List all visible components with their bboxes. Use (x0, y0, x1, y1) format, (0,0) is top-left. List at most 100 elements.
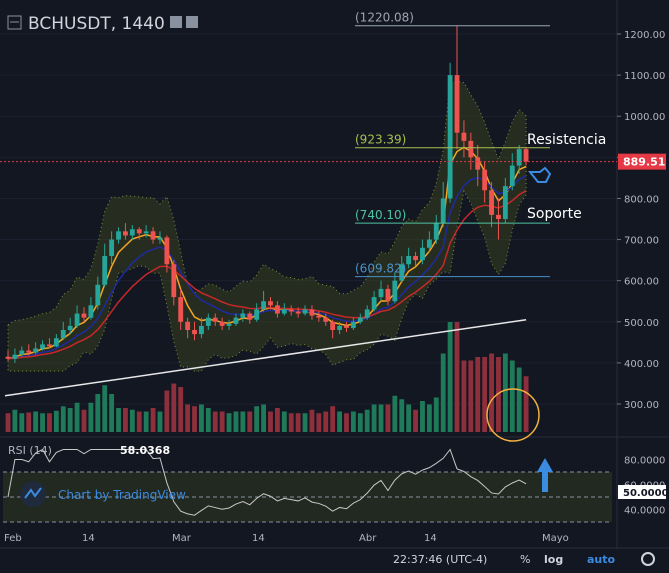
candle-body (337, 325, 342, 330)
time-tick-label[interactable]: Abr (359, 533, 377, 544)
pointer-hand-icon (527, 166, 552, 183)
volume-bar (116, 408, 121, 432)
volume-bar (95, 394, 101, 432)
ema-fast-line (7, 146, 527, 360)
volume-bar (309, 409, 315, 432)
candle-body (150, 231, 156, 240)
percent-toggle[interactable]: % (520, 553, 530, 566)
candle-body (102, 256, 108, 285)
time-tick-label[interactable]: Feb (4, 533, 22, 544)
candle-body (426, 239, 432, 248)
candle-body (350, 321, 356, 328)
log-toggle[interactable]: log (544, 553, 563, 566)
price-tick-label: 700.00 (624, 236, 659, 247)
price-tick-label: 800.00 (624, 194, 659, 205)
volume-bar (199, 404, 204, 432)
volume-bar (502, 353, 508, 432)
candle-body (219, 321, 225, 326)
candle-body (33, 348, 39, 353)
time-axis[interactable]: Feb 14 Mar 14 Abr 14 Mayo (4, 533, 569, 544)
candle-body (157, 237, 163, 240)
volume-bar (254, 406, 260, 432)
volume-bar (378, 404, 384, 432)
rsi-value: 58.0368 (120, 444, 170, 457)
visibility-icon[interactable] (170, 16, 182, 28)
time-tick-label[interactable]: 14 (82, 533, 95, 544)
candle-body (123, 231, 128, 236)
fib-label: (609.82) (355, 262, 406, 276)
candle-body (88, 305, 94, 318)
volume-bar (268, 411, 273, 432)
candle-body (185, 321, 191, 330)
candle-body (136, 229, 142, 234)
candle-body (330, 321, 336, 330)
volume-bar (475, 357, 481, 432)
volume-bar (26, 412, 32, 432)
volume-bar (219, 411, 225, 432)
fib-label: (1220.08) (355, 11, 414, 25)
candle-body (357, 317, 363, 322)
volume-bar (60, 406, 66, 432)
candle-body (60, 330, 66, 339)
volume-bar (274, 408, 280, 432)
price-tick-label: 500.00 (624, 318, 659, 329)
candle-body (420, 247, 425, 261)
candle-body (440, 198, 446, 224)
volume-bar (399, 399, 405, 432)
volume-bar (344, 413, 349, 432)
candle-body (516, 149, 522, 166)
resistance-label: Resistencia (527, 132, 606, 148)
candle-body (378, 288, 384, 298)
time-tick-label[interactable]: Mar (172, 533, 192, 544)
volume-bar (143, 411, 149, 432)
candle-body (475, 157, 481, 170)
candle-body (461, 132, 467, 141)
candle-body (178, 297, 184, 322)
volume-bar (420, 401, 425, 432)
candle-body (261, 301, 267, 310)
up-arrow-icon (537, 458, 553, 492)
volume-bar (205, 408, 211, 432)
volume-bar (53, 410, 59, 432)
settings-gear-icon[interactable] (641, 552, 655, 566)
ema-mid-line (7, 175, 527, 360)
volume-bar (102, 385, 108, 432)
volume-bar (489, 353, 494, 432)
volume-bar (81, 409, 87, 432)
volume-bar (12, 409, 18, 432)
candle-body (26, 350, 32, 353)
time-tick-label[interactable]: 14 (424, 533, 437, 544)
candle-body (74, 313, 80, 326)
watermark-text[interactable]: Chart by TradingView (58, 488, 186, 502)
price-tick-label: 600.00 (624, 277, 659, 288)
auto-toggle[interactable]: auto (587, 553, 616, 566)
candle-body (268, 301, 273, 306)
price-tick-label: 1200.00 (624, 30, 665, 41)
time-tick-label[interactable]: Mayo (542, 533, 569, 544)
candle-body (309, 309, 315, 316)
settings-icon[interactable] (186, 16, 198, 28)
fib-levels: (1220.08) (923.39) (740.10) (609.82) (355, 11, 550, 278)
price-tick-label: 1100.00 (624, 71, 665, 82)
collapse-icon[interactable] (7, 15, 22, 30)
volume-bar (496, 357, 501, 432)
candle-body (233, 317, 239, 324)
candle-body (67, 325, 73, 330)
volume-bar (185, 404, 191, 432)
candle-body (205, 317, 211, 326)
candle-body (302, 309, 308, 314)
time-tick-label[interactable]: 14 (252, 533, 265, 544)
long-ma-line (4, 318, 527, 397)
candle-body (509, 165, 515, 187)
price-axis[interactable]: 1200.001100.001000.00900.00800.00700.006… (616, 0, 665, 548)
candle-body (489, 190, 494, 215)
volume-bar (295, 413, 301, 432)
candle-body (95, 284, 101, 306)
rsi-level-tag-value: 50.0000 (623, 488, 669, 499)
candle-body (364, 309, 370, 318)
volume-bar (454, 322, 460, 432)
volume-bar (129, 409, 135, 432)
candle-body (371, 297, 377, 310)
